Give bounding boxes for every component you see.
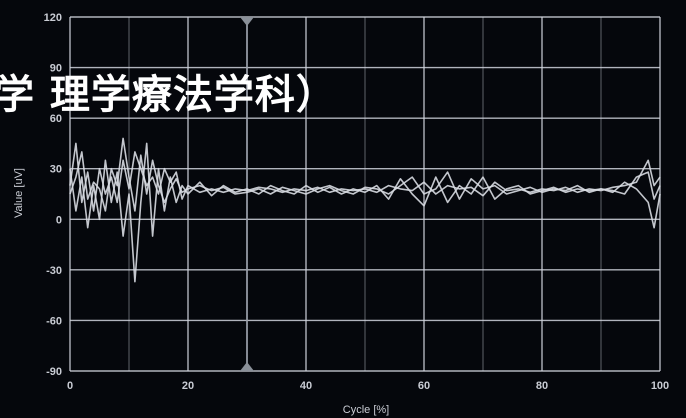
y-tick-label: -90: [46, 366, 62, 378]
x-tick-label: 20: [182, 380, 194, 392]
x-tick-label: 80: [536, 380, 548, 392]
x-tick-labels: 0 20 40 60 80 100: [67, 380, 669, 392]
y-tick-labels: 120 90 60 30 0 -30 -60 -90: [44, 12, 62, 378]
cursor-marker[interactable]: [240, 17, 254, 371]
y-tick-label: 60: [50, 113, 62, 125]
x-tick-label: 100: [651, 380, 669, 392]
y-tick-label: 90: [50, 63, 62, 75]
y-tick-label: 30: [50, 164, 62, 176]
x-tick-label: 60: [418, 380, 430, 392]
y-tick-label: -30: [46, 265, 62, 277]
cursor-top-handle[interactable]: [240, 17, 254, 26]
y-tick-label: 120: [44, 12, 62, 24]
series-line-3: [69, 137, 661, 212]
x-tick-label: 0: [67, 380, 73, 392]
series-lines: [69, 137, 661, 283]
y-tick-label: 0: [56, 214, 62, 226]
y-axis-label: Value [uV]: [13, 168, 25, 218]
y-tick-label: -60: [46, 315, 62, 327]
series-line-2: [69, 142, 661, 283]
x-tick-label: 40: [300, 380, 312, 392]
x-axis-label: Cycle [%]: [343, 404, 389, 416]
overlay-caption: 学 理学療法学科）: [0, 72, 337, 118]
cursor-bottom-handle[interactable]: [240, 362, 254, 371]
